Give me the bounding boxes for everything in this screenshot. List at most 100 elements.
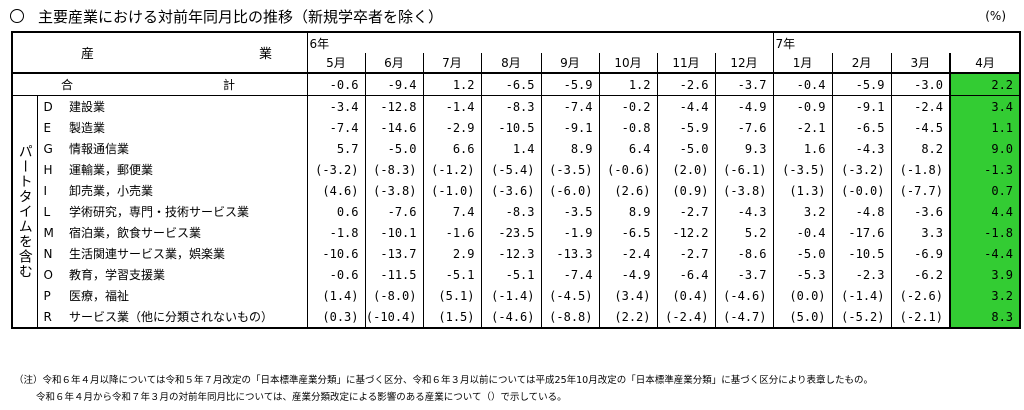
value-cell: 1.6: [772, 138, 833, 159]
value-cell: (-3.5): [540, 159, 599, 180]
header-month: 12月: [714, 53, 774, 73]
value-cell: -3.6: [890, 201, 951, 222]
value-cell: 8.2: [890, 138, 951, 159]
industry-code: D: [36, 95, 67, 117]
value-cell: (-3.5): [772, 159, 833, 180]
value-cell: (5.1): [422, 285, 481, 306]
value-cell: (-1.0): [422, 180, 481, 201]
header-month-row: 5月 6月 7月 8月 9月 10月 11月 12月 1月 2月 3月 4月: [12, 53, 1021, 73]
value-cell: (-6.1): [714, 159, 774, 180]
value-cell: (-3.6): [480, 180, 541, 201]
value-cell: -4.4: [949, 243, 1021, 264]
header-month: 5月: [306, 53, 365, 73]
table-row: パートタイムを含む D 建設業 -3.4 -12.8 -1.4 -8.3 -7.4 -0.2 -4…: [12, 95, 1021, 328]
industry-name: 運輸業，郵便業: [69, 163, 154, 177]
value-cell: (-6.0): [540, 180, 599, 201]
value-cell: 0.7: [949, 180, 1021, 201]
industry-name: 医療，福祉: [69, 289, 130, 303]
value-cell: (-1.2): [422, 159, 481, 180]
value-cell: -2.9: [422, 117, 481, 138]
value-cell: (-1.4): [831, 285, 892, 306]
value-cell: 8.9: [598, 201, 657, 222]
value-cell: -7.6: [364, 201, 423, 222]
industry-name: 学術研究，専門・技術サービス業: [69, 205, 250, 219]
value-cell: -4.3: [714, 201, 774, 222]
table-row: G 情報通信業 5.7 -5.0 6.6 1.4 8.9 6.4 -5.0 9.3 1.6 -4.3 8…: [12, 138, 1021, 159]
value-cell: -0.4: [772, 72, 833, 96]
industry-name: 宿泊業，飲食サービス業: [69, 226, 202, 240]
value-cell: -5.0: [772, 243, 833, 264]
header-year-2024: 6年: [306, 32, 774, 53]
value-cell: (-2.1): [890, 306, 951, 328]
unit-label: (%): [985, 9, 1006, 23]
data-table: 産業 6年 7年 5月 6月 7月 8月 9月 10月 11月 12月 1月 2月 3月 4月 合計-…: [11, 31, 1022, 329]
value-cell: -7.4: [540, 264, 599, 285]
header-month: 9月: [540, 53, 599, 73]
value-cell: -12.2: [656, 222, 715, 243]
value-cell: -5.9: [540, 72, 599, 96]
value-cell: (-10.4): [364, 306, 423, 328]
header-month: 8月: [480, 53, 541, 73]
value-cell: -5.1: [422, 264, 481, 285]
value-cell: 6.6: [422, 138, 481, 159]
value-cell: (-8.8): [540, 306, 599, 328]
industry-code: O: [36, 264, 67, 285]
value-cell: 8.3: [949, 306, 1021, 328]
value-cell: (-1.8): [890, 159, 951, 180]
value-cell: -9.1: [540, 117, 599, 138]
value-cell: -4.9: [598, 264, 657, 285]
value-cell: 3.9: [949, 264, 1021, 285]
industry-code: I: [36, 180, 67, 201]
value-cell: (1.3): [772, 180, 833, 201]
table-row: N 生活関連サービス業，娯楽業 -10.6 -13.7 2.9 -12.3 -13.3 -2.…: [12, 243, 1021, 264]
total-label: 合計: [12, 72, 307, 96]
value-cell: 2.2: [949, 72, 1021, 96]
value-cell: (-3.8): [364, 180, 423, 201]
header-year-2025: 7年: [772, 32, 1021, 53]
value-cell: -12.8: [364, 95, 423, 117]
value-cell: (0.3): [306, 306, 365, 328]
table-row: P 医療，福祉 (1.4) (-8.0) (5.1) (-1.4) (-4.5) (3.4)(…: [12, 285, 1021, 306]
value-cell: -9.1: [831, 95, 892, 117]
industry-name: 情報通信業: [69, 142, 130, 156]
table-row: I 卸売業，小売業 (4.6) (-3.8) (-1.0) (-3.6) (-6.0) (2.…: [12, 180, 1021, 201]
value-cell: -8.3: [480, 201, 541, 222]
value-cell: -1.3: [949, 159, 1021, 180]
footnote-2: 令和６年４月から令和７年３月の対前年同月比については、産業分類改定による影響のあ…: [36, 392, 567, 403]
value-cell: -4.4: [656, 95, 715, 117]
value-cell: -3.5: [540, 201, 599, 222]
table-row: R サービス業（他に分類されないもの） (0.3) (-10.4) (1.5) (-4.6…: [12, 306, 1021, 328]
value-cell: -1.9: [540, 222, 599, 243]
value-cell: 2.9: [422, 243, 481, 264]
header-month: 10月: [598, 53, 657, 73]
value-cell: (-0.6): [598, 159, 657, 180]
value-cell: (-3.2): [306, 159, 365, 180]
value-cell: 5.7: [306, 138, 365, 159]
value-cell: -3.4: [306, 95, 365, 117]
value-cell: -13.7: [364, 243, 423, 264]
value-cell: -1.4: [422, 95, 481, 117]
value-cell: -7.4: [306, 117, 365, 138]
value-cell: -5.0: [364, 138, 423, 159]
value-cell: -6.5: [831, 117, 892, 138]
value-cell: -1.8: [949, 222, 1021, 243]
value-cell: -10.1: [364, 222, 423, 243]
value-cell: -0.2: [598, 95, 657, 117]
value-cell: 5.2: [714, 222, 774, 243]
value-cell: 0.6: [306, 201, 365, 222]
value-cell: -4.8: [831, 201, 892, 222]
footnotes: （注）令和６年４月以降については令和５年７月改定の「日本標準産業分類」に基づく区…: [14, 372, 873, 406]
page-title: 主要産業における対前年同月比の推移（新規学卒者を除く）: [10, 6, 443, 27]
industry-code: E: [36, 117, 67, 138]
value-cell: -12.3: [480, 243, 541, 264]
header-month: 6月: [364, 53, 423, 73]
value-cell: -3.0: [890, 72, 951, 96]
industry-name: 建設業: [67, 95, 307, 117]
data-table-wrap: 産業 6年 7年 5月 6月 7月 8月 9月 10月 11月 12月 1月 2月 3月 4月 合計-…: [11, 31, 1022, 329]
value-cell: 9.0: [949, 138, 1021, 159]
value-cell: -5.9: [831, 72, 892, 96]
value-cell: (3.4): [598, 285, 657, 306]
value-cell: -23.5: [480, 222, 541, 243]
value-cell: (-4.6): [714, 285, 774, 306]
value-cell: 1.1: [949, 117, 1021, 138]
